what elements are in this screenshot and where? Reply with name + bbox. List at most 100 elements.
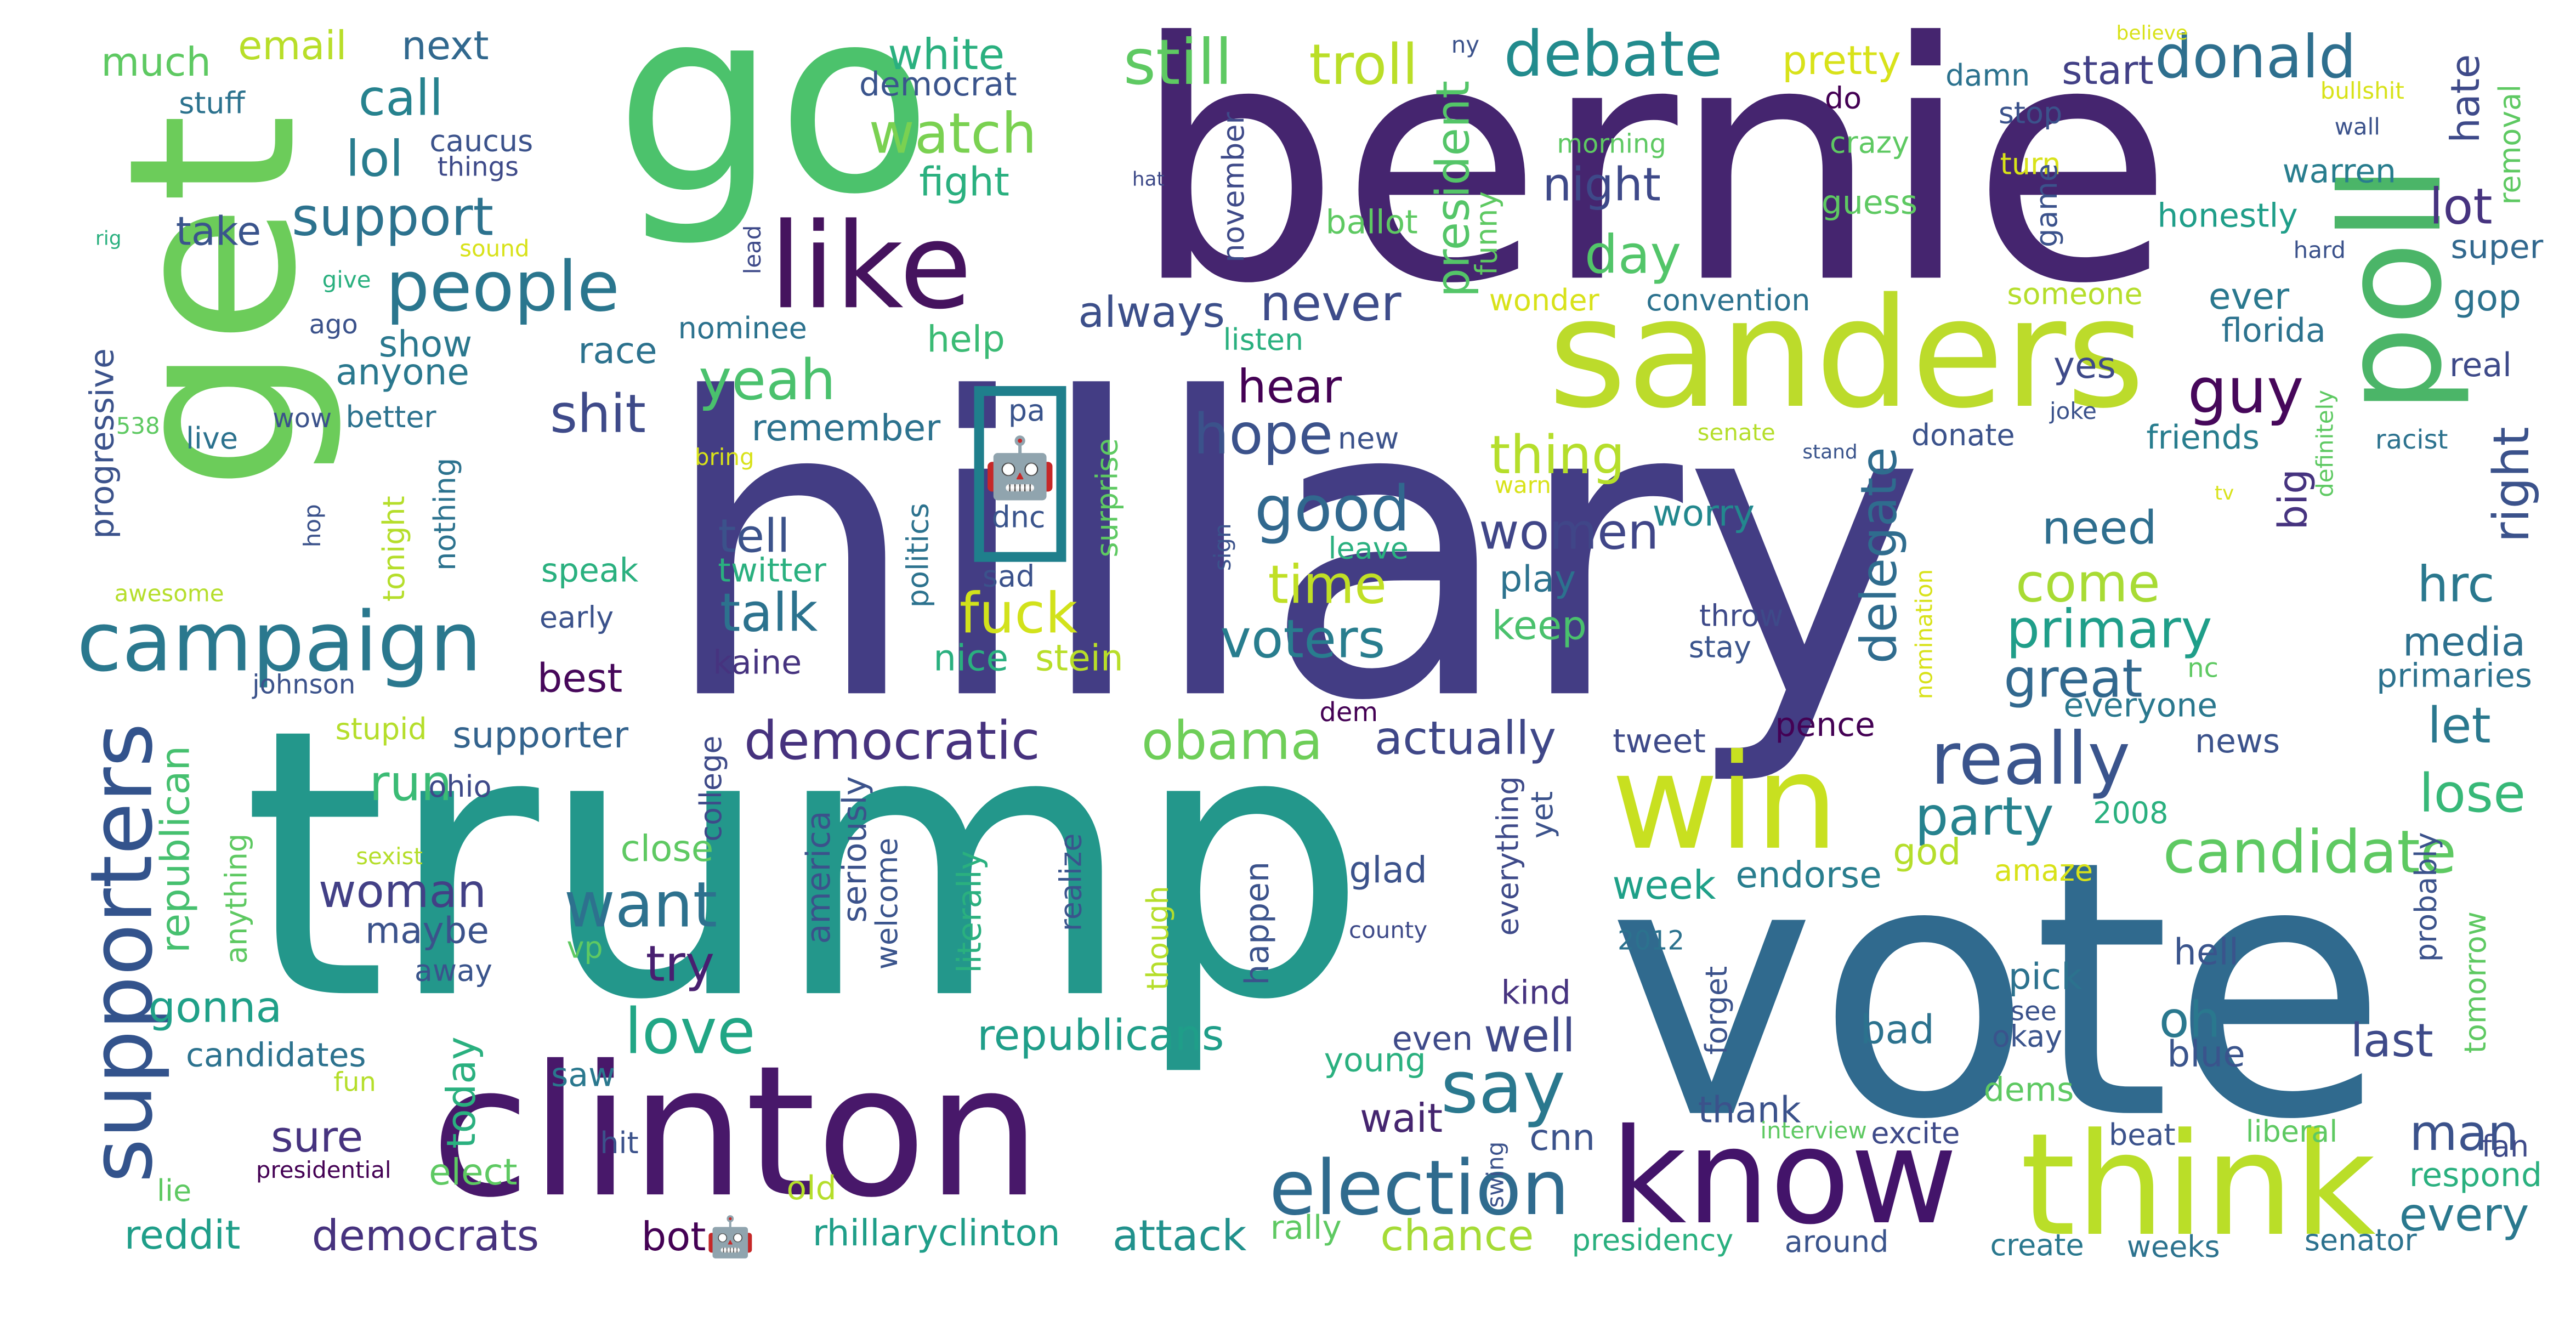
cloud-word: swing xyxy=(1483,1141,1510,1208)
cloud-word: next xyxy=(401,22,489,69)
cloud-word: talk xyxy=(719,581,818,644)
cloud-word: sanders xyxy=(1548,266,2145,442)
cloud-word: republican xyxy=(152,745,199,954)
cloud-word: support xyxy=(292,185,494,248)
cloud-word: seriously xyxy=(834,776,874,923)
cloud-word: create xyxy=(1990,1229,2084,1263)
cloud-word: bot🤖 xyxy=(641,1214,755,1260)
cloud-word: twitter xyxy=(718,550,826,590)
cloud-word: sad xyxy=(982,560,1035,595)
cloud-word: democrat xyxy=(859,64,1017,104)
cloud-word: around xyxy=(1784,1226,1889,1260)
cloud-word: pence xyxy=(1775,705,1875,745)
cloud-word: cnn xyxy=(1529,1119,1596,1160)
cloud-word: everything xyxy=(1491,776,1527,936)
cloud-word: rig xyxy=(95,226,122,250)
cloud-word: trump xyxy=(242,651,1368,1082)
cloud-word: real xyxy=(2449,345,2512,385)
cloud-word: call xyxy=(358,70,444,128)
cloud-word: campaign xyxy=(76,594,482,690)
cloud-word: tomorrow xyxy=(2459,911,2494,1054)
cloud-word: sign xyxy=(1211,523,1237,571)
cloud-word: ballot xyxy=(1325,202,1418,242)
cloud-word: liberal xyxy=(2245,1115,2338,1150)
cloud-word: tweet xyxy=(1613,721,1706,761)
cloud-word: 538 xyxy=(116,413,160,440)
cloud-word: election xyxy=(1269,1143,1570,1232)
cloud-word: time xyxy=(1268,553,1387,616)
cloud-word: amaze xyxy=(1994,854,2093,889)
cloud-word: throw xyxy=(1699,599,1784,634)
cloud-word: best xyxy=(537,655,623,702)
cloud-word: lose xyxy=(2419,762,2526,825)
cloud-word: close xyxy=(620,829,714,871)
cloud-word: yet xyxy=(1526,791,1561,839)
cloud-word: rally xyxy=(1270,1207,1342,1247)
cloud-word: wow xyxy=(273,402,332,434)
cloud-word: hell xyxy=(2174,933,2239,974)
cloud-word: do xyxy=(1824,82,1862,117)
cloud-word: love xyxy=(624,995,756,1068)
cloud-word: hope xyxy=(1193,402,1334,468)
cloud-word: democratic xyxy=(744,710,1040,773)
cloud-word: like xyxy=(769,197,972,336)
cloud-word: lol xyxy=(345,131,404,189)
cloud-word: know xyxy=(1610,1101,1958,1254)
cloud-word: realize xyxy=(1054,833,1090,932)
cloud-word: see xyxy=(2011,995,2057,1027)
cloud-word: hat xyxy=(1132,167,1165,191)
cloud-word: bullshit xyxy=(2320,78,2404,105)
cloud-word: need xyxy=(2042,501,2157,555)
cloud-word: hate xyxy=(2443,54,2489,143)
cloud-word: stop xyxy=(1998,97,2063,132)
cloud-word: away xyxy=(414,954,492,989)
cloud-word: god xyxy=(1893,832,1961,874)
cloud-word: delegate xyxy=(1851,446,1909,664)
cloud-word: things xyxy=(437,151,519,183)
cloud-word: elect xyxy=(429,1153,518,1195)
cloud-word: bring xyxy=(694,445,754,472)
cloud-word: nc xyxy=(2187,652,2219,684)
cloud-word: maybe xyxy=(365,911,489,953)
cloud-word: hop xyxy=(300,504,327,548)
cloud-word: wall xyxy=(2334,115,2380,141)
cloud-word: fuck xyxy=(959,581,1078,648)
cloud-word: tv xyxy=(2214,481,2234,504)
cloud-word: yeah xyxy=(699,348,836,414)
cloud-word: lead xyxy=(741,225,768,275)
cloud-word: wonder xyxy=(1489,284,1599,319)
cloud-word: nomination xyxy=(1912,569,1939,700)
cloud-word: damn xyxy=(1945,59,2030,94)
cloud-word: america xyxy=(798,810,838,944)
cloud-word: women xyxy=(1479,504,1659,562)
cloud-word: party xyxy=(1915,785,2054,848)
cloud-word: shit xyxy=(550,383,646,445)
cloud-word: thank xyxy=(1698,1091,1801,1132)
cloud-word: supporter xyxy=(452,716,629,758)
cloud-word: let xyxy=(2427,698,2491,756)
cloud-word: excite xyxy=(1871,1117,1960,1152)
cloud-word: people xyxy=(385,246,620,327)
cloud-word: try xyxy=(645,936,715,994)
cloud-word: forget xyxy=(1700,966,1735,1055)
cloud-word: racist xyxy=(2375,423,2448,455)
cloud-word: gonna xyxy=(148,984,282,1034)
cloud-word: give xyxy=(322,268,371,294)
cloud-word: white xyxy=(888,31,1005,81)
cloud-word: crazy xyxy=(1829,126,1910,161)
cloud-word: interview xyxy=(1760,1119,1867,1146)
cloud-word: chance xyxy=(1380,1212,1534,1262)
cloud-word: man xyxy=(2409,1105,2519,1164)
cloud-word: saw xyxy=(551,1054,616,1095)
cloud-word: 2008 xyxy=(2093,797,2169,831)
cloud-word: help xyxy=(927,320,1005,362)
cloud-word: ohio xyxy=(428,770,492,806)
cloud-word: rhillaryclinton xyxy=(812,1214,1060,1255)
cloud-word: stuff xyxy=(179,87,245,122)
cloud-word: probably xyxy=(2410,832,2445,962)
cloud-word: take xyxy=(175,208,262,255)
cloud-word: still xyxy=(1123,26,1233,99)
cloud-word: glad xyxy=(1349,851,1427,892)
cloud-word: ago xyxy=(309,309,358,341)
